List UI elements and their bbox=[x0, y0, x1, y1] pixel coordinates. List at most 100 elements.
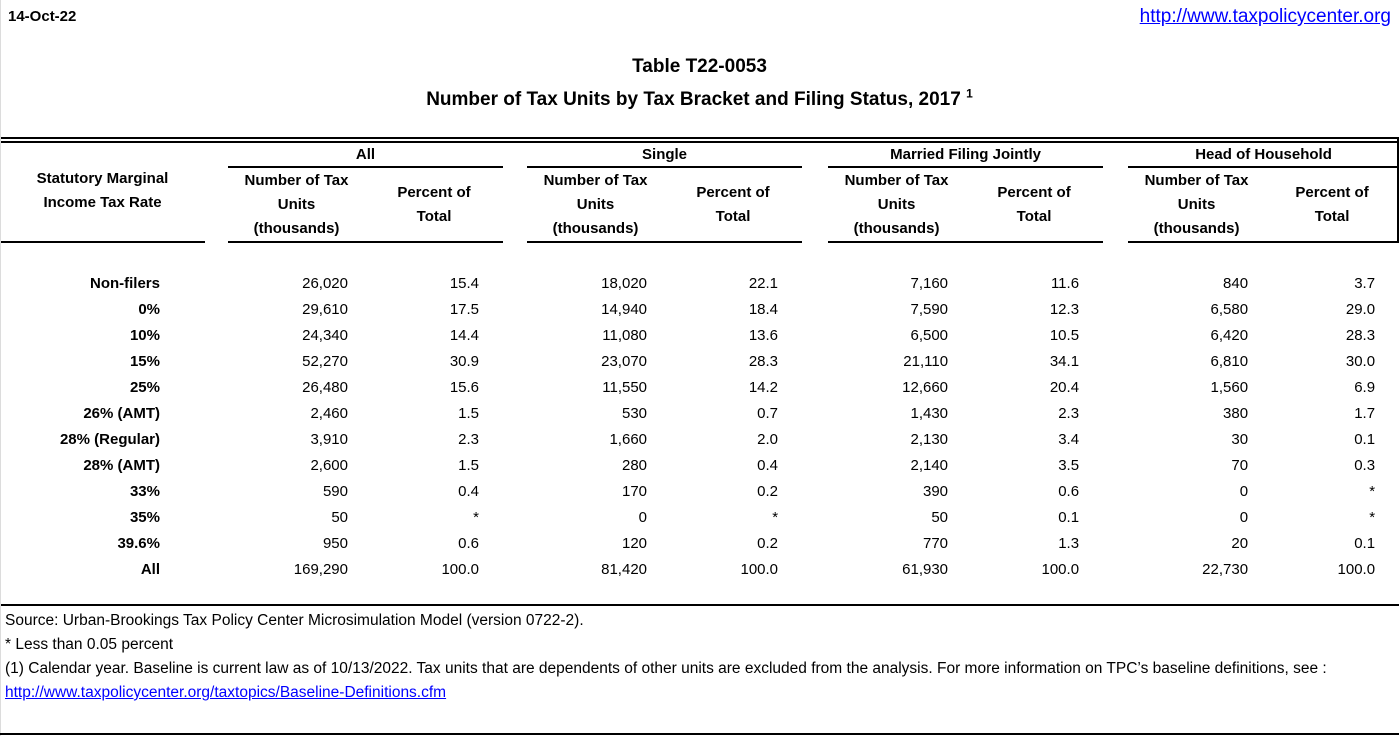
percent-value: 12.3 bbox=[1049, 300, 1080, 318]
row-label: All bbox=[140, 560, 160, 578]
tax-units-value: 1,430 bbox=[910, 404, 949, 422]
column-gap bbox=[205, 556, 228, 582]
percent-value: 0.3 bbox=[1354, 456, 1376, 474]
asterisk-note: * Less than 0.05 percent bbox=[5, 636, 174, 653]
percent-value: * bbox=[772, 508, 779, 526]
column-gap bbox=[802, 504, 828, 530]
column-gap bbox=[503, 452, 527, 478]
percent-value: 1.5 bbox=[458, 456, 480, 474]
percent-header-single: Percent of Total bbox=[664, 167, 803, 243]
column-gap bbox=[802, 374, 828, 400]
tax-units-value: 840 bbox=[1223, 274, 1249, 292]
group-header-single: Single bbox=[527, 143, 803, 168]
column-gap bbox=[1103, 167, 1128, 242]
tax-units-value: 2,600 bbox=[310, 456, 348, 474]
table-row: 28% (AMT) 2,600 1.5 280 0.4 2,140 3.5 70 0.3 bbox=[0, 452, 1399, 478]
header-right-border bbox=[1397, 137, 1399, 241]
column-gap bbox=[205, 348, 228, 374]
footnote-1: (1) Calendar year. Baseline is current l… bbox=[5, 660, 1327, 677]
percent-value: 2.0 bbox=[757, 430, 779, 448]
percent-value: 0.4 bbox=[757, 456, 779, 474]
tax-units-table: All Single Married Filing Jointly Head o… bbox=[0, 143, 1399, 582]
site-link[interactable]: http://www.taxpolicycenter.org bbox=[1139, 6, 1391, 27]
column-gap bbox=[503, 143, 527, 167]
percent-value: 0.2 bbox=[757, 534, 779, 552]
tax-units-value: 22,730 bbox=[1202, 560, 1249, 578]
tax-units-value: 61,930 bbox=[902, 560, 949, 578]
tax-units-value: 380 bbox=[1223, 404, 1249, 422]
tax-units-value: 70 bbox=[1231, 456, 1249, 474]
column-gap bbox=[503, 556, 527, 582]
column-gap bbox=[1103, 452, 1128, 478]
tax-units-value: 11,080 bbox=[602, 326, 648, 344]
group-header-married-filing-jointly: Married Filing Jointly bbox=[828, 143, 1104, 168]
column-gap bbox=[205, 270, 228, 296]
tax-units-value: 6,810 bbox=[1210, 352, 1249, 370]
percent-value: 0.6 bbox=[1058, 482, 1080, 500]
group-header-all: All bbox=[228, 143, 504, 168]
percent-value: 29.0 bbox=[1345, 300, 1376, 318]
percent-header-all: Percent of Total bbox=[365, 167, 504, 243]
footer: Source: Urban-Brookings Tax Policy Cente… bbox=[0, 606, 1399, 705]
percent-value: * bbox=[1369, 508, 1376, 526]
percent-value: 30.9 bbox=[449, 352, 480, 370]
tax-units-value: 3,910 bbox=[310, 430, 348, 448]
percent-value: 0.7 bbox=[757, 404, 779, 422]
units-header-married-filing-jointly: Number of Tax Units (thousands) bbox=[828, 167, 966, 243]
column-gap bbox=[205, 322, 228, 348]
percent-header-married-filing-jointly: Percent of Total bbox=[965, 167, 1104, 243]
row-label: 28% (Regular) bbox=[59, 430, 160, 448]
tax-units-value: 26,020 bbox=[302, 274, 348, 292]
footnote-marker: 1 bbox=[966, 86, 973, 101]
footer-rule bbox=[0, 604, 1399, 606]
column-gap bbox=[1103, 374, 1128, 400]
percent-value: 28.3 bbox=[748, 352, 779, 370]
table-row: 33% 590 0.4 170 0.2 390 0.6 0 * bbox=[0, 478, 1399, 504]
units-header-head-of-household: Number of Tax Units (thousands) bbox=[1128, 167, 1266, 243]
column-gap bbox=[503, 530, 527, 556]
column-gap bbox=[205, 478, 228, 504]
column-gap bbox=[802, 452, 828, 478]
percent-value: 6.9 bbox=[1354, 378, 1376, 396]
column-gap bbox=[503, 296, 527, 322]
table-row: 10% 24,340 14.4 11,080 13.6 6,500 10.5 6,420 28.… bbox=[0, 322, 1399, 348]
percent-value: 100.0 bbox=[1337, 560, 1376, 578]
column-gap bbox=[503, 348, 527, 374]
subtitle-text: Number of Tax Units by Tax Bracket and F… bbox=[426, 89, 961, 110]
percent-header-head-of-household: Percent of Total bbox=[1265, 167, 1399, 243]
column-gap bbox=[802, 296, 828, 322]
table-row: Non-filers 26,020 15.4 18,020 22.1 7,160 11.6 8… bbox=[0, 270, 1399, 296]
tax-units-value: 2,140 bbox=[910, 456, 949, 474]
group-header-head-of-household: Head of Household bbox=[1128, 143, 1399, 168]
table-row: 28% (Regular) 3,910 2.3 1,660 2.0 2,130 3.4 30 0… bbox=[0, 426, 1399, 452]
column-gap bbox=[1103, 478, 1128, 504]
column-gap bbox=[1103, 556, 1128, 582]
row-label: 25% bbox=[129, 378, 160, 396]
baseline-definitions-link[interactable]: http://www.taxpolicycenter.org/taxtopics… bbox=[5, 684, 447, 701]
column-gap bbox=[1103, 530, 1128, 556]
column-gap bbox=[503, 478, 527, 504]
percent-value: 2.3 bbox=[1058, 404, 1080, 422]
percent-value: 0.1 bbox=[1354, 430, 1376, 448]
table-row: 0% 29,610 17.5 14,940 18.4 7,590 12.3 6,580 29.0 bbox=[0, 296, 1399, 322]
tax-units-value: 21,110 bbox=[903, 352, 949, 370]
tax-units-value: 50 bbox=[331, 508, 348, 526]
column-gap bbox=[1103, 270, 1128, 296]
column-gap bbox=[802, 270, 828, 296]
source-note: Source: Urban-Brookings Tax Policy Cente… bbox=[5, 612, 584, 629]
percent-value: 28.3 bbox=[1345, 326, 1376, 344]
percent-value: 15.4 bbox=[449, 274, 480, 292]
column-gap bbox=[802, 143, 828, 167]
units-header-single: Number of Tax Units (thousands) bbox=[527, 167, 665, 243]
tax-units-value: 7,160 bbox=[910, 274, 949, 292]
percent-value: 14.2 bbox=[748, 378, 779, 396]
tax-units-value: 52,270 bbox=[302, 352, 348, 370]
percent-value: 0.4 bbox=[458, 482, 480, 500]
page-left-edge bbox=[0, 0, 1, 736]
tax-units-value: 23,070 bbox=[601, 352, 648, 370]
tax-units-value: 6,580 bbox=[1210, 300, 1249, 318]
bottom-rule bbox=[0, 733, 1399, 735]
column-gap bbox=[802, 322, 828, 348]
row-label: 28% (AMT) bbox=[83, 456, 160, 474]
tax-units-value: 30 bbox=[1231, 430, 1249, 448]
